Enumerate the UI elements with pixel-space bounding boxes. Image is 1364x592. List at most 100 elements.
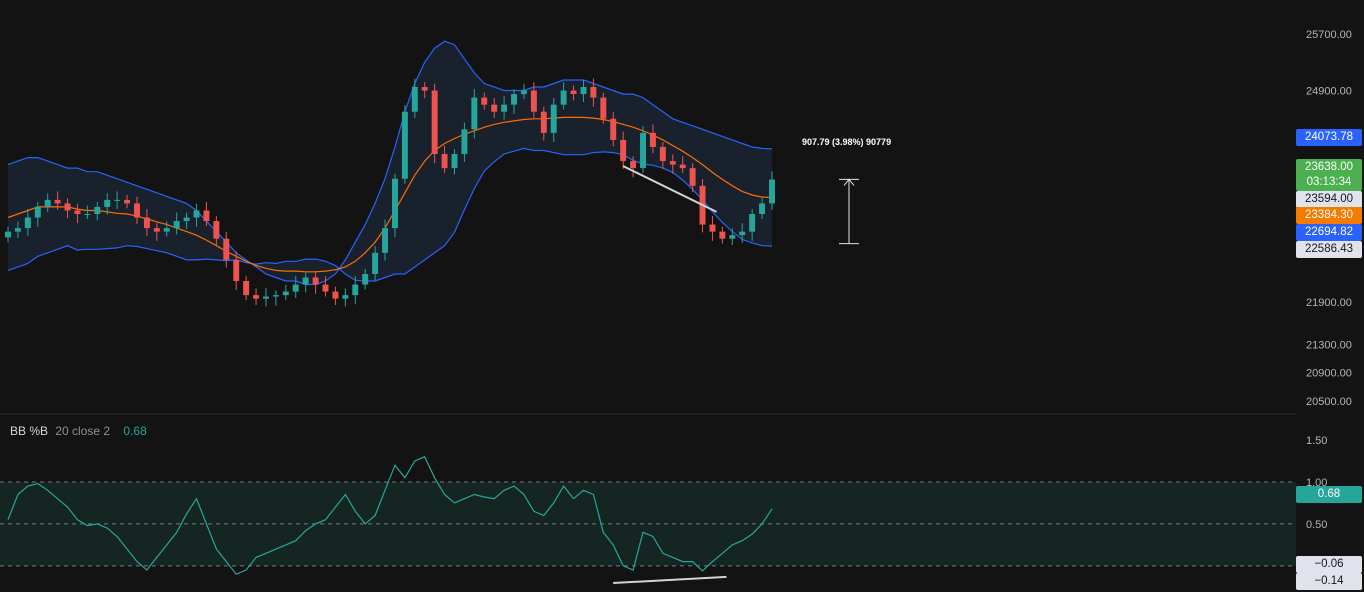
candle-body: [769, 179, 775, 204]
candle-body: [74, 210, 81, 214]
countdown-tag: 03:13:34: [1296, 174, 1362, 191]
candle-body: [163, 228, 170, 232]
candle-body: [173, 221, 180, 229]
indicator-legend[interactable]: BB %B 20 close 2 0.68: [10, 424, 147, 438]
candle-body: [272, 295, 279, 297]
candle-body: [530, 90, 537, 112]
candle-body: [620, 139, 627, 162]
candle-body: [659, 146, 666, 162]
candle-body: [312, 277, 319, 285]
candle-body: [193, 210, 200, 218]
candle-body: [491, 104, 498, 112]
candle-body: [640, 132, 646, 169]
candle-body: [749, 214, 756, 232]
price-trendline: [622, 165, 717, 213]
candle-body: [689, 168, 696, 186]
pctb-tick: 1.00: [1306, 477, 1327, 489]
candle-body: [441, 154, 448, 169]
candle-body: [243, 281, 250, 296]
candle-body: [481, 97, 488, 105]
candle-body: [183, 217, 190, 222]
candle-body: [669, 161, 676, 165]
candle-body: [540, 111, 547, 133]
candle-body: [372, 252, 379, 274]
candle-body: [580, 87, 587, 95]
candle-body: [114, 199, 121, 201]
candle-body: [421, 87, 428, 91]
pctb-neg-a-tag: −0.06: [1296, 556, 1362, 573]
high-marker-tag: 23594.00: [1296, 191, 1362, 208]
last-price-tag: 23638.00: [1296, 159, 1362, 176]
candle-body: [382, 228, 389, 253]
candle-body: [14, 228, 21, 232]
candle-body: [143, 217, 150, 229]
candle-body: [401, 111, 408, 179]
candle-body: [471, 97, 478, 130]
candle-body: [322, 284, 329, 292]
measure-label: 907.79 (3.98%) 90779: [802, 137, 892, 147]
candle-body: [679, 164, 686, 169]
candle-body: [352, 284, 359, 296]
price-tick: 21300.00: [1306, 340, 1352, 352]
indicator-value: 0.68: [123, 424, 147, 438]
pctb-line: [7, 456, 773, 575]
candle-body: [411, 87, 418, 112]
indicator-axis[interactable]: 1.501.000.500.00: [1306, 435, 1327, 573]
bb-upper-line: [7, 40, 773, 286]
low-marker-tag: 22586.43: [1296, 241, 1362, 258]
pctb-current-tag: 0.68: [1296, 486, 1362, 503]
candle-body: [362, 273, 369, 285]
candle-body: [233, 259, 240, 282]
candle-body: [5, 231, 11, 238]
candle-body: [124, 199, 131, 204]
candle-body: [342, 295, 349, 299]
candle-body: [391, 178, 398, 229]
candle-body: [431, 90, 438, 155]
indicator-name: BB %B: [10, 424, 49, 438]
candle-body: [282, 291, 289, 296]
candle-body: [630, 161, 637, 169]
candle-body: [590, 87, 597, 98]
candle-body: [104, 199, 111, 207]
candle-body: [44, 199, 51, 207]
price-tick: 21900.00: [1306, 297, 1352, 309]
candle-body: [54, 199, 61, 204]
candle-body: [729, 235, 736, 239]
candle-body: [610, 118, 617, 140]
candle-body: [719, 231, 726, 239]
candle-body: [649, 132, 656, 147]
candle-body: [262, 296, 269, 299]
indicator-pane[interactable]: [0, 456, 1296, 585]
price-axis[interactable]: 25700.00 24900.00 21900.00 21300.00 20900.00…: [1306, 29, 1352, 408]
price-pane[interactable]: [5, 40, 859, 307]
candle-body: [292, 284, 299, 292]
candle-body: [451, 154, 458, 169]
upper-band-tag: 24073.78: [1296, 129, 1362, 146]
candle-body: [153, 228, 160, 232]
measure-arrow: [843, 178, 855, 186]
price-tick: 25700.00: [1306, 29, 1352, 41]
candle-body: [461, 129, 468, 155]
candle-body: [213, 221, 220, 239]
candle-body: [550, 104, 557, 133]
candle-body: [64, 203, 71, 211]
candle-body: [709, 224, 716, 232]
price-tick: 24900.00: [1306, 86, 1352, 98]
candle-body: [24, 217, 31, 229]
lower-band-tag: 22694.82: [1296, 224, 1362, 241]
candle-body: [501, 104, 508, 112]
candle-body: [94, 206, 101, 214]
candle-body: [520, 90, 527, 95]
candle-body: [34, 206, 41, 218]
candle-body: [332, 291, 339, 299]
candle-body: [223, 238, 230, 260]
indicator-params: 20 close 2: [55, 424, 111, 438]
candle-body: [511, 94, 518, 105]
candle-body: [253, 295, 260, 299]
candle-body: [759, 203, 766, 214]
candle-body: [134, 203, 140, 218]
pctb-trendline: [613, 575, 727, 585]
pctb-tick: 1.50: [1306, 435, 1327, 447]
candle-body: [560, 90, 567, 105]
